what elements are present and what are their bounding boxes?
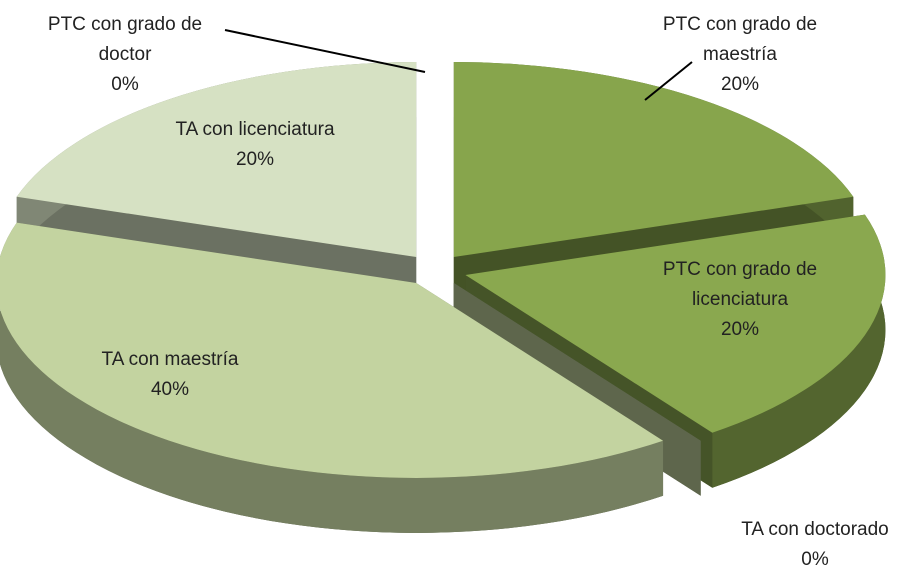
slice-label: PTC con grado de doctor 0% — [20, 10, 230, 100]
category-label: PTC con grado de licenciatura — [662, 259, 818, 310]
slice — [16, 62, 417, 258]
slice — [453, 62, 854, 258]
leader-line — [644, 61, 693, 101]
category-label: TA con maestría — [101, 349, 239, 370]
leader-line — [224, 29, 426, 73]
slices — [0, 62, 886, 533]
value-label: 20% — [720, 319, 760, 340]
value-label: 40% — [150, 379, 190, 400]
value-label: 20% — [720, 74, 760, 95]
slice-side — [712, 214, 886, 488]
slice — [453, 282, 701, 441]
value-label: 0% — [801, 549, 829, 570]
value-label: 0% — [111, 74, 139, 95]
slice-side — [0, 222, 664, 533]
category-label: PTC con grado de doctor — [47, 14, 203, 65]
slice-label: PTC con grado de maestría 20% — [640, 10, 840, 100]
value-label: 20% — [235, 149, 275, 170]
slice-label: PTC con grado de licenciatura 20% — [640, 255, 840, 345]
slice-label: TA con doctorado 0% — [715, 515, 914, 573]
slice — [465, 214, 886, 433]
category-label: PTC con grado de maestría — [662, 14, 818, 65]
slice-label: TA con maestría 40% — [70, 345, 270, 405]
slice — [0, 222, 664, 478]
category-label: TA con doctorado — [741, 519, 889, 540]
category-label: TA con licenciatura — [175, 119, 335, 140]
slice-label: TA con licenciatura 20% — [145, 115, 365, 175]
